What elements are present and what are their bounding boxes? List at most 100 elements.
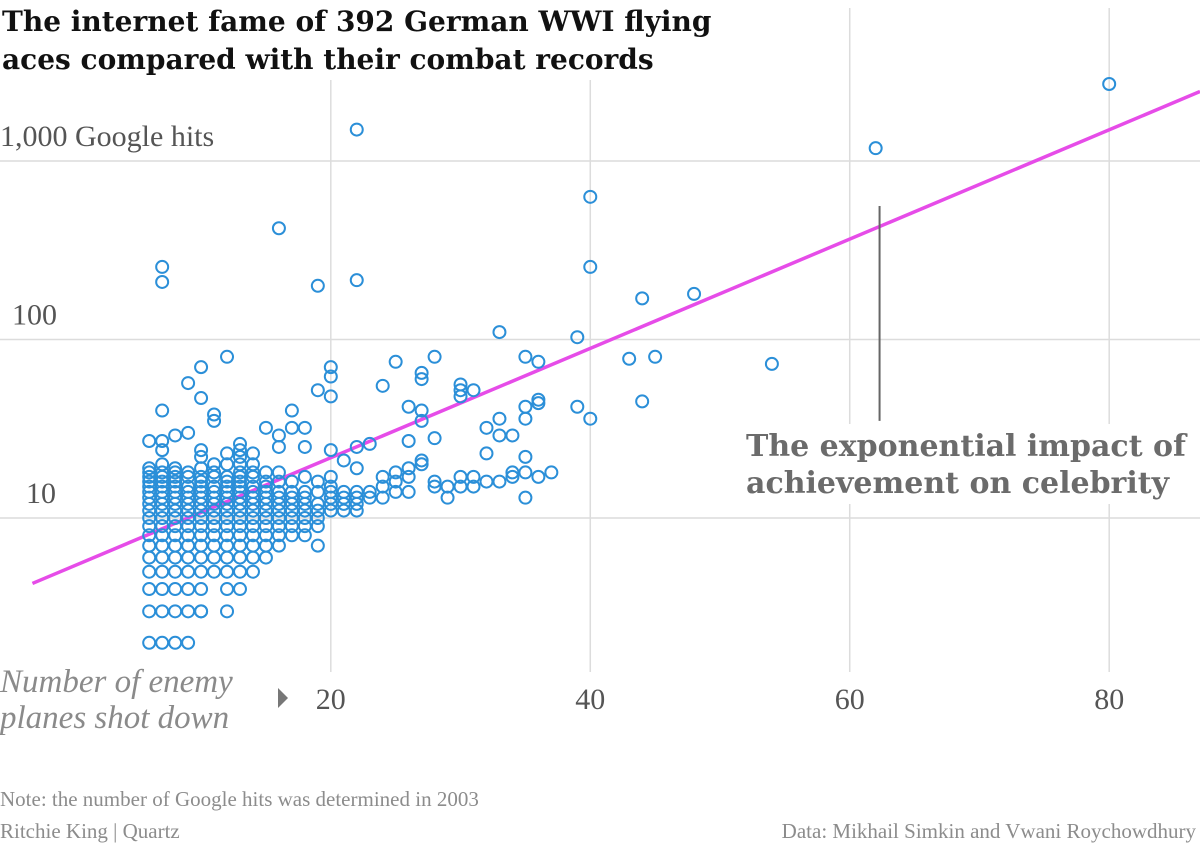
data-point bbox=[375, 490, 390, 505]
data-point bbox=[142, 635, 157, 650]
data-point bbox=[648, 349, 663, 364]
data-point bbox=[427, 474, 442, 489]
gridlines bbox=[0, 8, 1200, 672]
x-axis-arrow-icon bbox=[278, 688, 288, 708]
chart-title: The internet fame of 392 German WWI flyi… bbox=[0, 0, 711, 80]
data-point bbox=[155, 403, 170, 418]
data-point bbox=[310, 538, 325, 553]
data-point bbox=[207, 519, 222, 534]
data-point bbox=[207, 413, 222, 428]
data-point bbox=[142, 564, 157, 579]
data-point bbox=[531, 469, 546, 484]
data-point bbox=[466, 383, 481, 398]
data-point bbox=[168, 564, 183, 579]
data-point bbox=[349, 461, 364, 476]
data-point bbox=[233, 449, 247, 464]
data-point bbox=[271, 221, 286, 236]
source-text: Data: Mikhail Simkin and Vwani Roychowdh… bbox=[782, 819, 1197, 843]
data-point bbox=[142, 604, 157, 619]
annotation-text: achievement on celebrity bbox=[746, 466, 1171, 501]
data-point bbox=[388, 474, 403, 489]
data-point bbox=[155, 582, 170, 597]
y-tick-label: 100 bbox=[12, 299, 57, 332]
data-point bbox=[401, 434, 416, 449]
data-point bbox=[362, 436, 377, 451]
data-point bbox=[155, 564, 170, 579]
data-point bbox=[207, 564, 222, 579]
title-line: The internet fame of 392 German WWI flyi… bbox=[2, 5, 711, 38]
data-point bbox=[310, 383, 325, 398]
data-point bbox=[570, 330, 585, 345]
data-point bbox=[284, 528, 299, 543]
data-point bbox=[544, 465, 559, 480]
data-point bbox=[583, 411, 598, 426]
data-point bbox=[220, 604, 235, 619]
data-point bbox=[323, 369, 338, 384]
data-point bbox=[245, 564, 260, 579]
data-point bbox=[323, 360, 338, 375]
x-tick-label: 80 bbox=[1094, 683, 1124, 716]
data-point bbox=[168, 604, 183, 619]
annotation-text: The exponential impact of bbox=[746, 429, 1188, 464]
data-point bbox=[764, 356, 779, 371]
trend-line bbox=[31, 89, 1200, 586]
data-point bbox=[635, 291, 650, 306]
data-point bbox=[194, 582, 209, 597]
data-point bbox=[220, 582, 235, 597]
data-point bbox=[271, 474, 286, 489]
data-point bbox=[220, 550, 235, 565]
data-point bbox=[583, 259, 598, 274]
data-point bbox=[531, 354, 546, 369]
data-point bbox=[466, 469, 481, 484]
data-point bbox=[258, 496, 273, 511]
data-point bbox=[194, 391, 209, 406]
data-point bbox=[414, 365, 429, 380]
data-point bbox=[453, 389, 468, 404]
data-point bbox=[233, 550, 247, 565]
title-line: aces compared with their combat records bbox=[2, 43, 654, 76]
data-point bbox=[868, 141, 883, 156]
data-point bbox=[207, 465, 222, 480]
data-point bbox=[245, 519, 260, 534]
data-point bbox=[168, 582, 183, 597]
data-point bbox=[414, 413, 429, 428]
credit-text: Ritchie King | Quartz bbox=[0, 819, 180, 843]
data-point bbox=[466, 479, 481, 494]
data-point bbox=[479, 420, 494, 435]
data-point bbox=[518, 465, 533, 480]
data-point bbox=[349, 273, 364, 288]
data-point bbox=[168, 635, 183, 650]
data-point bbox=[310, 278, 325, 293]
data-point bbox=[570, 399, 585, 414]
data-point bbox=[194, 604, 209, 619]
data-point bbox=[258, 465, 273, 480]
data-point bbox=[375, 469, 390, 484]
data-point bbox=[505, 428, 520, 443]
x-tick-label: 20 bbox=[316, 683, 346, 716]
data-point bbox=[336, 453, 351, 468]
data-point bbox=[310, 519, 325, 534]
data-point bbox=[271, 439, 286, 454]
data-point bbox=[518, 449, 533, 464]
data-point bbox=[155, 443, 170, 458]
footer: Note: the number of Google hits was dete… bbox=[0, 787, 1196, 843]
data-point bbox=[258, 420, 273, 435]
data-point bbox=[245, 550, 260, 565]
data-point bbox=[284, 496, 299, 511]
data-point bbox=[181, 604, 196, 619]
data-point bbox=[142, 582, 157, 597]
data-point bbox=[414, 457, 429, 472]
data-point bbox=[310, 511, 325, 525]
data-point bbox=[233, 519, 247, 534]
data-point bbox=[297, 420, 312, 435]
data-point bbox=[194, 443, 209, 458]
x-axis-label: planes shot down bbox=[0, 700, 229, 736]
data-point bbox=[1102, 77, 1117, 92]
data-point bbox=[181, 465, 196, 480]
data-point bbox=[181, 635, 196, 650]
data-point bbox=[194, 474, 209, 489]
data-point bbox=[349, 496, 364, 511]
y-tick-labels: 10 100 1,000 Google hits bbox=[0, 120, 214, 510]
data-point bbox=[310, 503, 325, 518]
data-point bbox=[155, 604, 170, 619]
